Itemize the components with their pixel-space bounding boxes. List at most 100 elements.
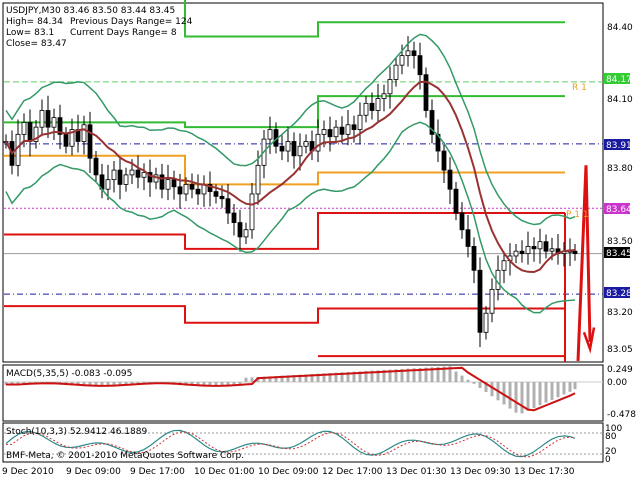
macd-bar xyxy=(22,382,26,384)
macd-bar xyxy=(238,382,242,385)
macd-bar xyxy=(430,367,434,382)
macd-tick: 0.00 xyxy=(607,378,627,388)
macd-bar xyxy=(244,377,248,382)
macd-bar xyxy=(262,376,266,382)
candle-body xyxy=(471,246,477,271)
candle-body xyxy=(123,174,129,185)
price-marker-83-91: 83.91 xyxy=(604,139,632,151)
candle-body xyxy=(21,122,27,135)
macd-plot-area xyxy=(4,366,603,414)
time-label: 9 Dec 09:00 xyxy=(66,467,121,477)
candle-body xyxy=(501,260,507,271)
svg-text:84.17: 84.17 xyxy=(606,75,632,85)
prev-range-line: Previous Days Range= 124 xyxy=(70,17,193,27)
price-marker-84-17: 84.17 xyxy=(604,73,632,85)
candle-body xyxy=(51,117,57,128)
candle-body xyxy=(453,188,459,214)
macd-bar xyxy=(130,382,134,384)
candle-body xyxy=(399,55,405,66)
macd-bar xyxy=(514,382,518,413)
macd-bar xyxy=(100,382,104,387)
low-line: Low= 83.1 xyxy=(6,28,54,38)
candle-body xyxy=(117,169,123,185)
candle-body xyxy=(549,248,555,252)
macd-bar xyxy=(448,366,452,382)
macd-bar xyxy=(382,369,386,382)
candle-body xyxy=(363,102,369,116)
price-tick: 83.80 xyxy=(607,164,633,174)
high-line: High= 84.34 xyxy=(6,17,63,27)
candle-body xyxy=(333,126,339,138)
candle-body xyxy=(459,212,465,231)
macd-bar xyxy=(520,382,524,414)
candle-body xyxy=(483,312,489,333)
candle-body xyxy=(129,169,135,176)
candle-body xyxy=(225,198,231,214)
stoch-tick: 100 xyxy=(605,424,622,434)
stoch-tick: 80 xyxy=(605,432,617,442)
macd-bar xyxy=(454,371,458,382)
candle-body xyxy=(477,269,483,333)
macd-bar xyxy=(532,382,536,408)
time-label: 13 Dec 17:30 xyxy=(514,467,575,477)
candle-body xyxy=(213,191,219,197)
forecast-arrow-line xyxy=(576,165,592,361)
upper-band-line xyxy=(5,33,576,226)
macd-bar xyxy=(418,367,422,382)
candle-body xyxy=(69,129,75,147)
candle-body xyxy=(525,246,531,254)
macd-bar xyxy=(226,382,230,386)
price-tick: 83.20 xyxy=(607,308,633,318)
macd-bar xyxy=(370,370,374,382)
candle-body xyxy=(231,212,237,223)
macd-bar xyxy=(328,372,332,382)
macd-tick: -0.478 xyxy=(607,410,636,420)
candle-body xyxy=(393,64,399,80)
candle-body xyxy=(303,141,309,147)
candle-body xyxy=(351,124,357,130)
macd-bar xyxy=(136,382,140,384)
candle-body xyxy=(441,150,447,171)
candle-body xyxy=(207,184,213,192)
macd-bar xyxy=(538,382,542,406)
candle-body xyxy=(489,288,495,314)
macd-bar xyxy=(352,371,356,382)
candle-body xyxy=(339,126,345,135)
macd-bar xyxy=(406,368,410,382)
macd-bar xyxy=(316,373,320,382)
macd-bar xyxy=(442,366,446,382)
macd-bar xyxy=(28,382,32,384)
stoch-plot-area xyxy=(4,429,603,458)
price-tick: 84.40 xyxy=(607,23,633,33)
macd-bar xyxy=(82,382,86,387)
price-tick: 83.05 xyxy=(607,345,633,355)
candle-body xyxy=(285,141,291,152)
candle-body xyxy=(315,133,321,152)
candle-body xyxy=(195,188,201,195)
macd-bar xyxy=(322,373,326,382)
macd-bar xyxy=(334,372,338,382)
candle-body xyxy=(105,179,111,190)
candle-body xyxy=(513,250,519,257)
candle-body xyxy=(165,179,171,190)
stoch-main-line xyxy=(5,429,576,458)
macd-bar xyxy=(466,379,470,382)
macd-bar xyxy=(232,382,236,385)
macd-bar xyxy=(436,366,440,382)
candle-body xyxy=(291,141,297,157)
macd-bar xyxy=(460,375,464,382)
macd-bar xyxy=(573,382,577,390)
candle-body xyxy=(429,110,435,135)
macd-bar xyxy=(220,382,224,386)
macd-bar xyxy=(310,373,314,382)
price-marker-83-64: 83.64 xyxy=(604,203,632,215)
price-tick: 83.50 xyxy=(607,237,633,247)
macd-bar xyxy=(124,382,128,385)
macd-bar xyxy=(250,377,254,382)
macd-bar xyxy=(364,370,368,382)
candle-body xyxy=(171,179,177,188)
candle-body xyxy=(189,184,195,190)
candle-body xyxy=(321,129,327,135)
macd-bar xyxy=(10,382,14,385)
time-label: 12 Dec 17:00 xyxy=(322,467,383,477)
